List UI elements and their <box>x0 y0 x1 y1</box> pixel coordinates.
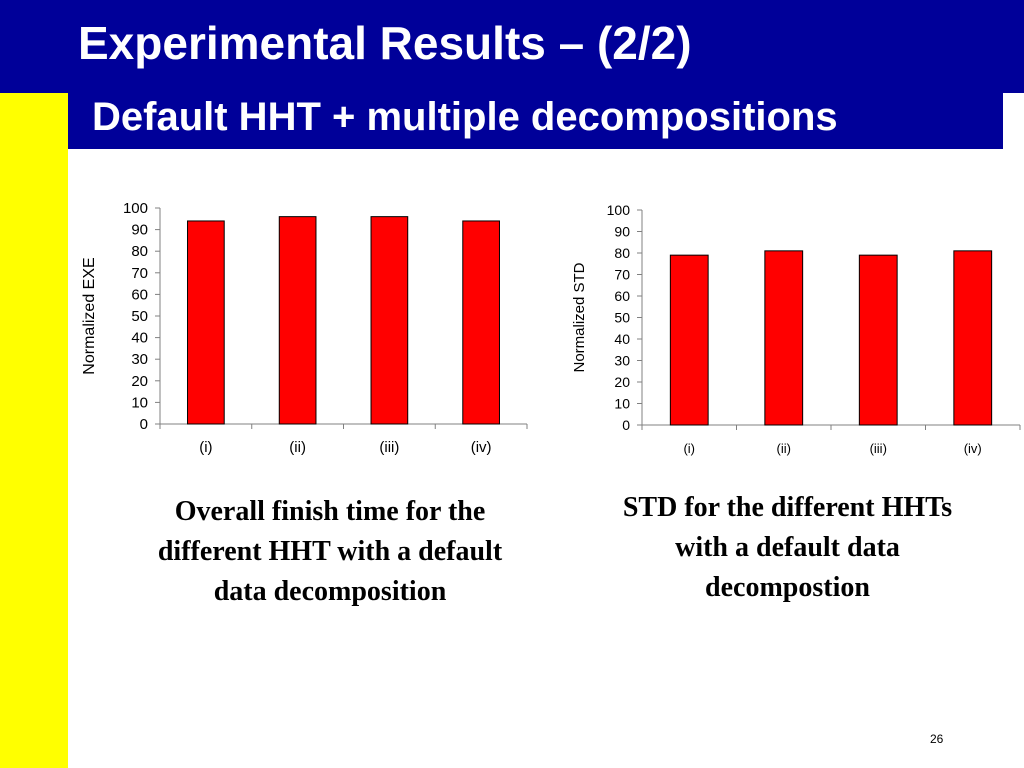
x-category-label: (ii) <box>777 441 791 456</box>
x-category-label: (iv) <box>471 439 492 456</box>
bar-2 <box>764 250 804 426</box>
page-number: 26 <box>930 732 944 746</box>
y-tick-label: 60 <box>131 286 148 303</box>
exe-chart-caption: Overall finish time for the different HH… <box>157 496 503 607</box>
y-tick-label: 20 <box>131 373 148 390</box>
bar-1 <box>669 254 709 426</box>
y-tick-label: 70 <box>614 267 630 283</box>
y-tick-label: 100 <box>123 200 148 217</box>
y-tick-label: 90 <box>614 224 630 240</box>
x-category-label: (iv) <box>964 441 982 456</box>
subtitle-band <box>68 93 1003 149</box>
y-tick-label: 40 <box>131 330 148 347</box>
y-tick-label: 50 <box>614 310 630 326</box>
y-tick-label: 100 <box>607 202 631 218</box>
y-tick-label: 70 <box>131 265 148 282</box>
y-tick-label: 30 <box>614 353 630 369</box>
y-tick-label: 10 <box>614 396 630 412</box>
std-bar-chart: 0 10 20 30 40 50 60 70 80 90 100 (i) (ii) (iii) (iv) No… <box>571 202 1021 456</box>
left-accent-stripe <box>0 93 68 768</box>
std-chart-caption: STD for the different HHTs with a defaul… <box>622 492 953 603</box>
exe-bar-chart: 0 10 20 30 40 50 60 70 80 90 100 (i) (ii) (iii) (iv) No… <box>81 200 528 456</box>
y-tick-label: 10 <box>131 394 148 411</box>
y-tick-label: 30 <box>131 351 148 368</box>
y-tick-label: 60 <box>614 288 630 304</box>
x-category-label: (iii) <box>870 441 887 456</box>
y-tick-label: 50 <box>131 308 148 325</box>
y-tick-label: 80 <box>614 245 630 261</box>
y-tick-label: 0 <box>622 417 630 433</box>
bar-3 <box>858 254 898 426</box>
slide-subtitle: Default HHT + multiple decompositions <box>92 95 838 139</box>
y-tick-label: 20 <box>614 374 630 390</box>
y-tick-label: 40 <box>614 331 630 347</box>
bar-4 <box>953 250 993 426</box>
y-axis-label: Normalized STD <box>571 262 588 372</box>
title-band <box>0 0 1024 93</box>
x-category-label: (ii) <box>289 439 306 456</box>
y-tick-label: 0 <box>140 416 148 433</box>
bar-1 <box>187 220 225 425</box>
y-tick-label: 90 <box>131 222 148 239</box>
bar-3 <box>370 216 409 425</box>
y-tick-label: 80 <box>131 243 148 260</box>
slide-title: Experimental Results – (2/2) <box>78 17 692 69</box>
x-category-label: (i) <box>199 439 212 456</box>
x-category-label: (iii) <box>379 439 399 456</box>
x-category-label: (i) <box>683 441 695 456</box>
bar-2 <box>278 216 317 425</box>
y-axis-label: Normalized EXE <box>81 257 98 374</box>
bar-4 <box>462 220 500 425</box>
